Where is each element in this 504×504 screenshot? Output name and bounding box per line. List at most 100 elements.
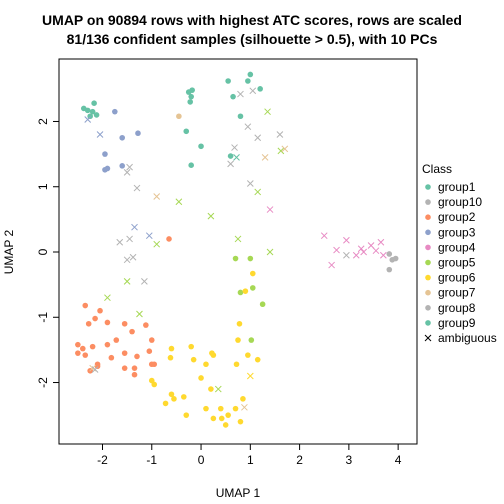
point-group6 <box>183 412 190 418</box>
point-ambiguous <box>131 223 138 231</box>
point-group2 <box>75 341 81 348</box>
point-group1 <box>189 87 195 93</box>
point-group1 <box>187 99 194 105</box>
point-ambiguous <box>281 145 289 153</box>
point-group8 <box>392 255 399 262</box>
x-tick-label: 4 <box>395 453 402 467</box>
point-ambiguous <box>234 235 242 243</box>
point-ambiguous <box>123 256 131 264</box>
point-group1 <box>225 78 231 84</box>
y-tick-label: 2 <box>36 118 50 125</box>
point-group1 <box>245 78 251 84</box>
legend-label-group7: group7 <box>438 286 476 300</box>
point-group2 <box>89 343 96 350</box>
point-group2 <box>148 361 155 368</box>
point-ambiguous <box>136 310 143 318</box>
point-group2 <box>134 353 140 360</box>
point-group2 <box>108 354 115 361</box>
y-tick-label: -1 <box>36 312 50 323</box>
point-ambiguous <box>214 385 222 393</box>
point-ambiguous <box>129 253 137 261</box>
legend-label-group4: group4 <box>438 240 476 254</box>
x-tick-label: 2 <box>296 453 303 467</box>
point-group6 <box>242 288 249 294</box>
point-group2 <box>94 363 101 370</box>
point-group8 <box>386 251 393 257</box>
legend-label-ambiguous: ambiguous <box>438 331 497 345</box>
point-group2 <box>166 236 172 242</box>
legend-marker-group10 <box>425 199 431 205</box>
point-ambiguous <box>352 251 360 259</box>
y-axis-title: UMAP 2 <box>2 229 16 274</box>
point-ambiguous <box>104 294 111 302</box>
point-ambiguous <box>141 278 148 285</box>
point-group6 <box>209 350 215 356</box>
point-ambiguous <box>377 238 385 246</box>
point-group2 <box>129 328 135 335</box>
point-group5 <box>237 289 244 296</box>
legend-marker-group5 <box>425 259 431 266</box>
point-group6 <box>236 320 243 327</box>
point-group7 <box>176 113 182 120</box>
point-group2 <box>143 322 149 328</box>
legend-title: Class <box>422 162 452 176</box>
x-tick-label: -2 <box>97 453 108 467</box>
point-group6 <box>151 381 158 388</box>
point-group2 <box>104 341 111 348</box>
legend-label-group9: group9 <box>438 316 476 330</box>
x-tick-label: -1 <box>146 453 157 467</box>
point-group5 <box>247 255 254 262</box>
point-group6 <box>162 400 169 407</box>
point-group3 <box>119 163 126 169</box>
point-ambiguous <box>277 147 285 155</box>
point-ambiguous <box>380 251 387 259</box>
point-group8 <box>386 266 393 273</box>
point-group6 <box>188 343 194 350</box>
point-ambiguous <box>357 245 365 253</box>
point-group1 <box>247 71 254 78</box>
point-group6 <box>190 356 197 363</box>
point-group1 <box>188 162 194 168</box>
point-ambiguous <box>246 372 254 380</box>
legend-marker-group6 <box>425 274 431 281</box>
point-group1 <box>227 153 234 159</box>
point-ambiguous <box>328 261 335 269</box>
point-ambiguous <box>91 366 99 373</box>
point-ambiguous <box>266 206 274 213</box>
point-group1 <box>198 143 204 150</box>
legend-label-group3: group3 <box>438 225 476 239</box>
point-group2 <box>92 315 98 322</box>
legend-marker-group3 <box>425 229 431 236</box>
point-group2 <box>82 352 89 358</box>
point-group5 <box>249 285 256 291</box>
legend-label-group8: group8 <box>438 301 476 315</box>
point-group6 <box>168 345 175 352</box>
point-ambiguous <box>343 251 350 259</box>
point-group3 <box>112 108 118 115</box>
legend-marker-group2 <box>425 214 431 220</box>
point-group2 <box>75 350 81 356</box>
point-ambiguous <box>367 242 375 249</box>
point-group1 <box>188 93 194 100</box>
point-ambiguous <box>145 232 153 240</box>
point-ambiguous <box>153 193 161 200</box>
point-group6 <box>180 394 187 400</box>
point-ambiguous <box>96 131 104 138</box>
point-ambiguous <box>207 212 215 220</box>
point-group3 <box>135 130 141 137</box>
point-ambiguous <box>254 134 262 142</box>
point-ambiguous <box>175 198 183 206</box>
point-group6 <box>217 405 224 412</box>
point-ambiguous <box>360 248 368 256</box>
legend-label-group1: group1 <box>438 180 476 194</box>
point-ambiguous <box>237 90 244 98</box>
point-ambiguous <box>320 232 328 240</box>
point-group2 <box>79 345 86 352</box>
point-group2 <box>148 337 155 343</box>
chart-title-line1: UMAP on 90894 rows with highest ATC scor… <box>42 12 462 28</box>
point-ambiguous <box>241 403 248 411</box>
point-ambiguous <box>123 278 131 285</box>
point-group6 <box>237 418 244 425</box>
